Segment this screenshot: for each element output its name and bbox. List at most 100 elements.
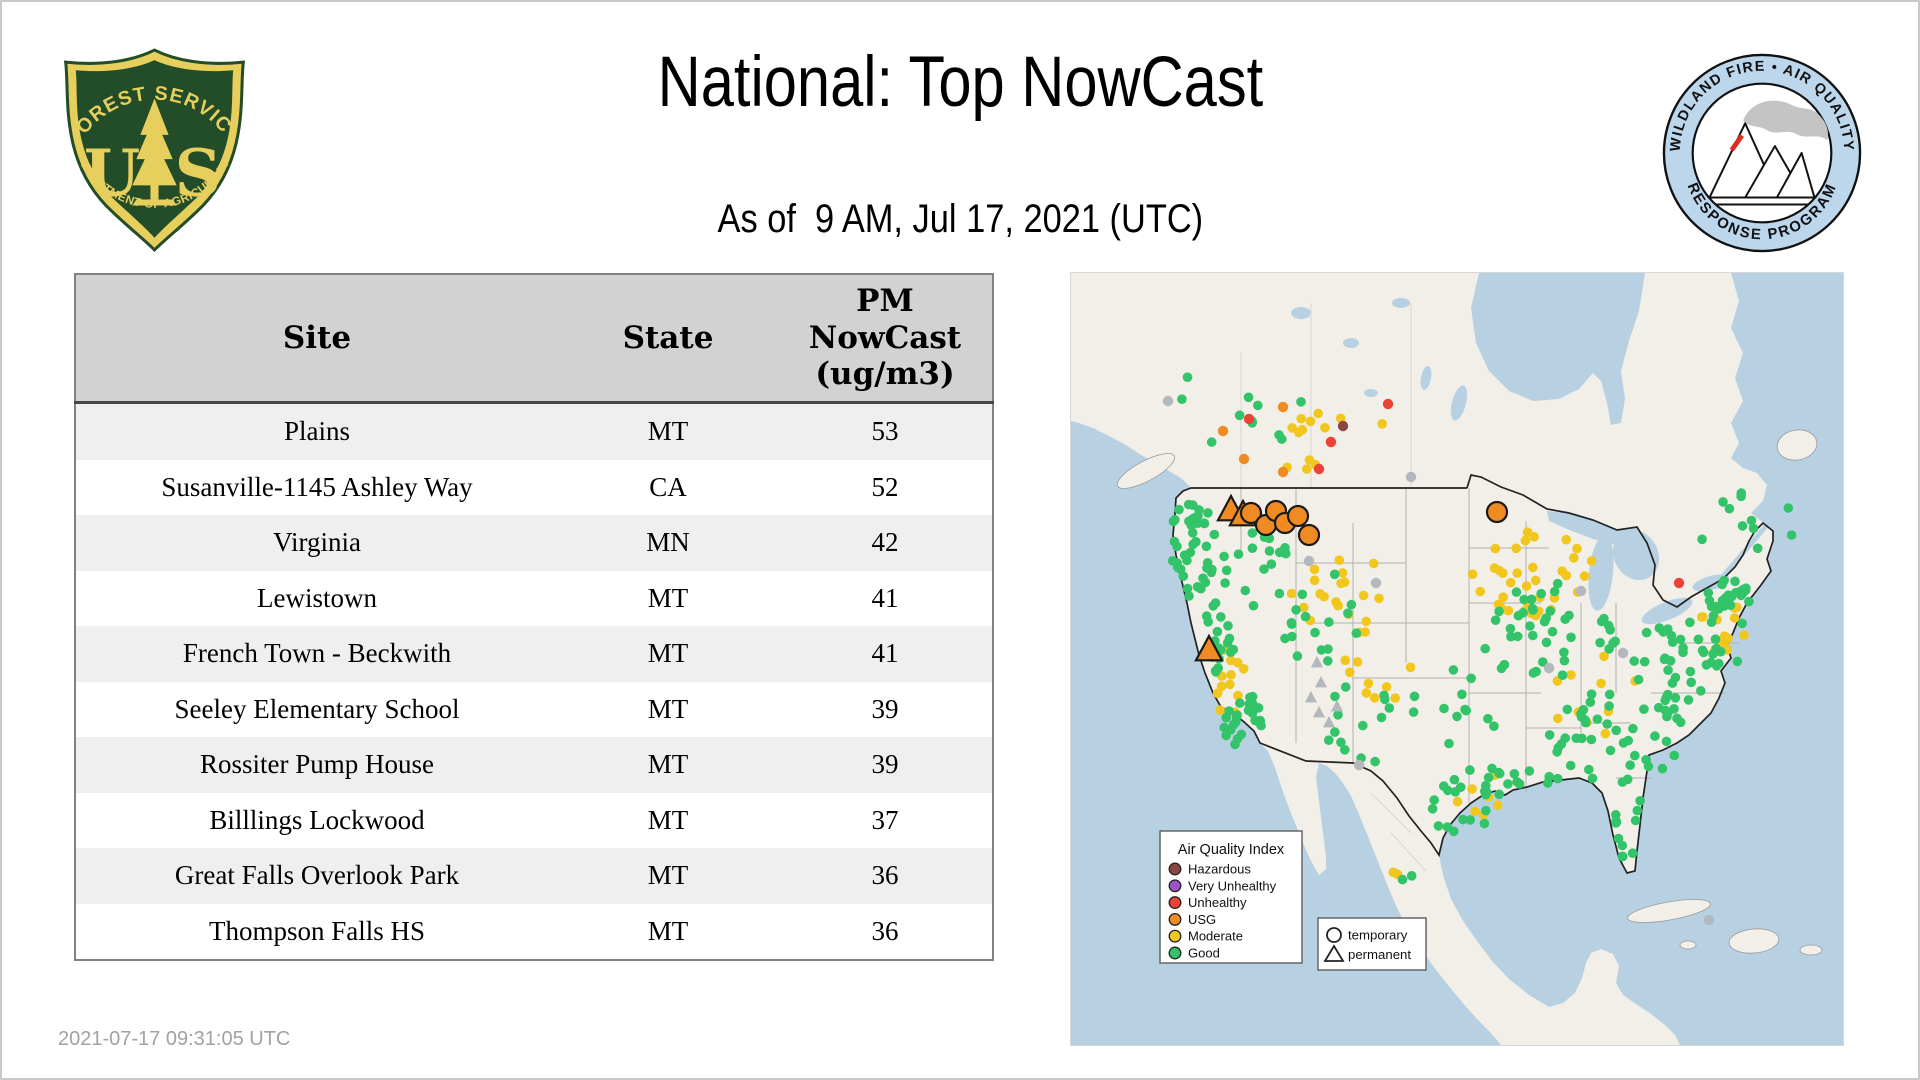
state-cell: MT [647,693,689,724]
site-dot-moderate [1381,682,1392,692]
site-dot-good [1219,722,1229,733]
site-dot-good [1526,594,1537,605]
site-dot-good [1718,600,1729,611]
site-dot-good [1630,750,1640,761]
permanent-site-triangle-inactive [1312,706,1326,718]
site-dot-good [1512,777,1522,787]
site-dot-good [1169,536,1180,547]
state-cell: MT [647,416,689,447]
site-dot-moderate [1498,592,1508,602]
site-dot-moderate [1334,555,1345,565]
site-dot-moderate [1302,464,1312,474]
site-dot-good [1480,786,1490,797]
site-dot-inactive [1303,555,1315,567]
column-header-pm: PM NowCast (ug/m3) [778,274,993,404]
site-dot-usg [1277,466,1289,478]
site-dot-good [1184,591,1194,601]
airfire-mountains-icon [1708,122,1816,206]
site-dot-good [1220,578,1230,588]
site-dot-good [1711,643,1722,654]
site-dot-moderate [1553,713,1563,724]
site-dot-good [1439,781,1449,791]
site-dot-hazardous [1337,420,1349,432]
site-dot-good [1685,617,1695,628]
value-cell: 53 [871,416,899,447]
site-dot-good [1748,523,1759,534]
fs-tree-icon [132,98,177,206]
site-dot-good [1509,769,1520,779]
site-dot-good [1427,804,1438,814]
site-dot-moderate [1512,568,1522,578]
site-dot-good [1292,651,1303,661]
usg-swatch-icon [1168,912,1182,926]
site-dot-good [1512,631,1523,642]
fs-letter-s: S [175,135,222,211]
site-dot-good [1667,678,1678,688]
permanent-site-triangle-inactive [1304,691,1318,703]
site-dot-good [1571,733,1582,743]
site-dot-good [1519,594,1529,605]
site-dot-moderate [1337,568,1348,578]
site-dot-good [1611,816,1621,826]
site-dot-moderate [1215,705,1225,715]
site-dot-moderate [1390,693,1400,703]
site-dot-good [1576,712,1587,722]
site-dot-good [1481,805,1491,816]
site-dot-good [1685,666,1696,677]
site-dot-good [1458,814,1468,825]
site-dot-good [1300,611,1311,622]
site-dot-good [1541,637,1552,648]
site-dot-good [1737,618,1747,629]
table-row: Plains MT 53 [75,402,993,460]
large-markers-layer [1194,493,1509,662]
site-dot-moderate [1363,678,1374,689]
site-dot-good [1228,719,1239,730]
column-header-site: Site [75,274,558,404]
site-dot-moderate [1723,633,1733,644]
site-dot-good [1184,516,1194,527]
fs-letter-u: U [84,135,140,211]
site-dot-good [1683,695,1694,705]
site-cell: Seeley Elementary School [174,693,460,724]
site-dot-moderate [1309,564,1320,575]
aqi-label-good: Good [1188,946,1220,961]
site-dot-good [1552,747,1562,757]
airfire-smoke-icon [1743,100,1828,141]
permanent-site-triangle-inactive [1310,656,1324,668]
site-cell: Virginia [273,527,361,558]
site-dot-good [1587,773,1598,784]
site-dot-moderate [1225,679,1235,690]
site-dot-good [1330,727,1340,737]
site-dot-good [1726,591,1737,602]
site-dot-good [1703,588,1714,598]
table-row: Billlings Lockwood MT 37 [75,792,993,848]
state-cell: MT [647,860,689,891]
site-dot-moderate [1309,575,1320,586]
site-dot-good [1653,702,1664,713]
site-cell: Great Falls Overlook Park [174,860,460,891]
site-dot-moderate [1296,413,1306,424]
site-dot-good [1783,503,1794,513]
site-dot-good [1686,677,1696,688]
site-dot-good [1625,760,1635,770]
site-dot-good [1296,397,1306,407]
site-dot-good [1506,631,1516,642]
site-dot-good [1206,567,1217,578]
site-dot-good [1752,543,1763,554]
pm-header-line1: PM [856,283,914,320]
aqi-label-unhealthy: Unhealthy [1188,895,1247,910]
site-dot-good [1216,612,1226,622]
site-dot-good [1617,777,1628,787]
site-dot-moderate [1561,534,1571,545]
permanent-shape-icon [1323,944,1345,962]
site-dot-good [1604,644,1614,654]
site-dot-good [1659,654,1670,665]
site-dot-good [1633,674,1644,685]
site-dot-good [1738,584,1749,595]
site-dot-good [1586,689,1597,699]
site-dot-good [1457,689,1467,700]
site-dot-good [1480,643,1490,654]
site-dot-moderate [1505,577,1516,588]
site-dot-moderate [1405,662,1416,673]
site-dot-good [1346,599,1357,610]
